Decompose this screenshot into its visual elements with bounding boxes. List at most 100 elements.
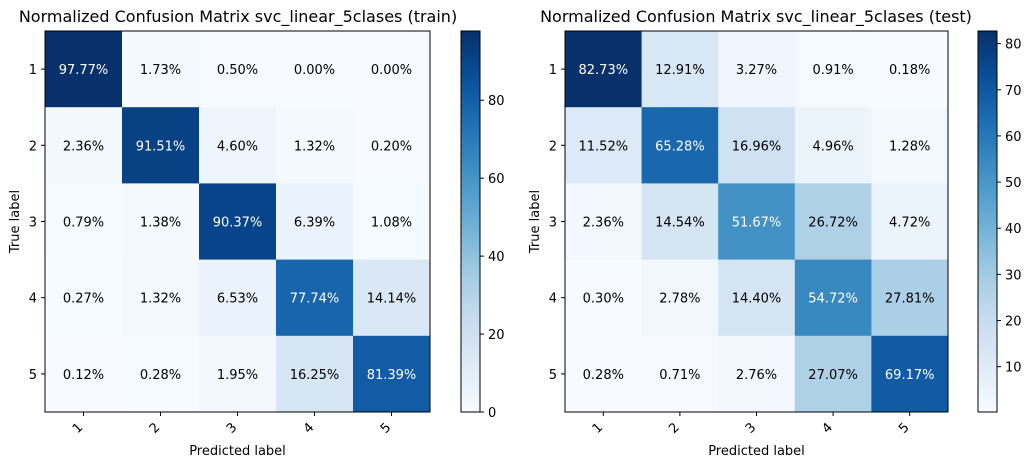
x-tick-label: 3 <box>743 420 759 436</box>
heatmap-cell <box>718 259 796 337</box>
heatmap-cell <box>565 335 643 413</box>
colorbar <box>977 30 998 413</box>
heatmap-cell <box>871 335 949 413</box>
heatmap-cell <box>122 259 200 337</box>
colorbar-tick-label: 60 <box>1005 130 1022 145</box>
heatmap-cell <box>276 259 354 337</box>
heatmap-cell <box>641 107 719 184</box>
heatmap-cell <box>45 259 123 337</box>
heatmap-cell <box>353 107 431 184</box>
colorbar-tick-label: 30 <box>1005 268 1022 283</box>
cell-value-label: 6.53% <box>217 292 258 307</box>
colorbar <box>460 30 481 413</box>
heatmap-cell <box>276 107 354 184</box>
cell-value-label: 1.32% <box>294 139 335 154</box>
cell-value-label: 6.39% <box>294 216 335 231</box>
cell-value-label: 27.07% <box>808 368 858 383</box>
x-tick-label: 1 <box>590 420 606 436</box>
heatmap-cell <box>718 31 796 108</box>
cell-value-label: 4.96% <box>812 139 853 154</box>
heatmap-cell <box>565 259 643 337</box>
heatmap-cell <box>276 183 354 261</box>
y-tick-label: 3 <box>549 216 557 231</box>
heatmap-cell <box>565 107 643 184</box>
cell-value-label: 12.91% <box>655 63 705 78</box>
heatmap-cell <box>45 107 123 184</box>
cell-value-label: 0.50% <box>217 63 258 78</box>
colorbar-tick-label: 40 <box>488 250 505 265</box>
x-tick-label: 4 <box>819 420 835 436</box>
heatmap-cell <box>199 259 277 337</box>
heatmap-cell <box>122 183 200 261</box>
heatmap-cell <box>871 107 949 184</box>
heatmap-cell <box>718 335 796 413</box>
heatmap-cell <box>122 107 200 184</box>
cell-value-label: 1.73% <box>140 63 181 78</box>
heatmap-cell <box>199 107 277 184</box>
cell-value-label: 0.30% <box>583 292 624 307</box>
chart-title: Normalized Confusion Matrix svc_linear_5… <box>540 7 972 27</box>
heatmap-cell <box>353 335 431 413</box>
cell-value-label: 0.79% <box>63 216 104 231</box>
y-tick-label: 5 <box>549 368 557 383</box>
cell-value-label: 2.78% <box>659 292 700 307</box>
cell-value-label: 1.32% <box>140 292 181 307</box>
cell-value-label: 0.91% <box>812 63 853 78</box>
y-tick-label: 1 <box>549 63 557 78</box>
cell-value-label: 81.39% <box>367 368 417 383</box>
cell-value-label: 2.36% <box>583 216 624 231</box>
colorbar-tick-label: 20 <box>1005 315 1022 330</box>
cell-value-label: 0.18% <box>889 63 930 78</box>
heatmap-cell <box>353 183 431 261</box>
x-axis-label: Predicted label <box>189 444 286 459</box>
y-tick-label: 3 <box>29 216 37 231</box>
colorbar-tick-label: 80 <box>1005 38 1022 53</box>
heatmap-cell <box>718 107 796 184</box>
cell-value-label: 90.37% <box>213 216 263 231</box>
heatmap-cell <box>794 259 872 337</box>
y-tick-label: 2 <box>29 139 37 154</box>
x-tick-label: 4 <box>301 420 317 436</box>
heatmap-cell <box>353 259 431 337</box>
y-tick-label: 1 <box>29 63 37 78</box>
heatmap-cell <box>276 335 354 413</box>
cell-value-label: 82.73% <box>579 63 629 78</box>
heatmap-cell <box>871 31 949 108</box>
cell-value-label: 0.28% <box>140 368 181 383</box>
cell-value-label: 16.96% <box>732 139 782 154</box>
heatmap-cell <box>871 183 949 261</box>
y-axis-label: True label <box>8 190 23 254</box>
heatmap-cell <box>641 335 719 413</box>
cell-value-label: 26.72% <box>808 216 858 231</box>
x-tick-label: 5 <box>378 420 394 436</box>
heatmap-cell <box>641 183 719 261</box>
cell-value-label: 0.00% <box>371 63 412 78</box>
cell-value-label: 0.20% <box>371 139 412 154</box>
cell-value-label: 2.76% <box>736 368 777 383</box>
cell-value-label: 1.28% <box>889 139 930 154</box>
colorbar-tick-label: 20 <box>488 328 505 343</box>
heatmap-cell <box>565 183 643 261</box>
x-tick-label: 2 <box>666 420 682 436</box>
heatmap-cell <box>199 31 277 108</box>
cell-value-label: 1.38% <box>140 216 181 231</box>
heatmap-cell <box>45 335 123 413</box>
cell-value-label: 97.77% <box>59 63 109 78</box>
colorbar-tick-label: 40 <box>1005 222 1022 237</box>
y-axis-label: True label <box>528 190 543 254</box>
y-tick-label: 4 <box>549 292 557 307</box>
cell-value-label: 14.54% <box>655 216 705 231</box>
cell-value-label: 16.25% <box>290 368 340 383</box>
heatmap-cell <box>794 335 872 413</box>
heatmap-cell <box>794 31 872 108</box>
cell-value-label: 0.28% <box>583 368 624 383</box>
heatmap-cell <box>794 183 872 261</box>
heatmap-cell <box>122 335 200 413</box>
colorbar-tick-label: 50 <box>1005 176 1022 191</box>
heatmap-cell <box>641 31 719 108</box>
heatmap-cell <box>565 31 643 108</box>
cell-value-label: 77.74% <box>290 292 340 307</box>
heatmap-cell <box>871 259 949 337</box>
y-tick-label: 4 <box>29 292 37 307</box>
colorbar-tick-label: 10 <box>1005 361 1022 376</box>
